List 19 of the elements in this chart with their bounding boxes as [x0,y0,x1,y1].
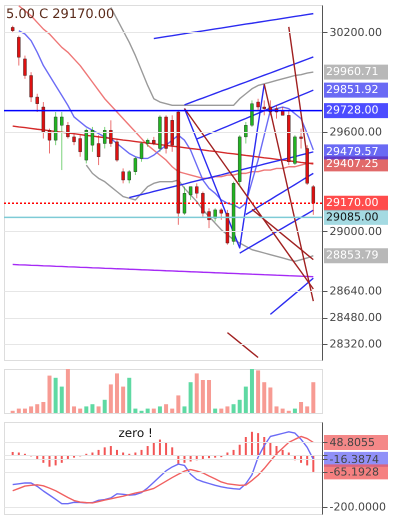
data-label: 29960.71 [326,65,378,78]
y-tick-label: 30200.00 [330,26,382,39]
ref-line-label: 29728.00 [326,104,378,117]
ref-line-label: 29085.00 [326,210,378,224]
y-tick-label: 48.8055 [330,436,375,449]
data-label: 29407.25 [326,156,378,170]
y-tick-label: 28640.00 [330,284,382,298]
y-tick-label: 29600.00 [330,125,382,138]
y-tick-label: -16.3874 [330,452,379,466]
y-tick-label: 29000.00 [330,224,382,238]
data-label: 29479.57 [326,144,378,158]
ref-line-label: 29170.00 [326,196,378,210]
y-tick-label: -200.0000 [330,500,386,514]
data-label: 28853.79 [326,248,378,262]
y-tick-label: 28320.00 [330,338,382,351]
y-tick-label: 28480.00 [330,311,382,324]
annotation: zero ! [118,426,153,440]
data-label: 29851.92 [326,83,378,96]
y-tick-label: -65.1928 [330,465,379,478]
